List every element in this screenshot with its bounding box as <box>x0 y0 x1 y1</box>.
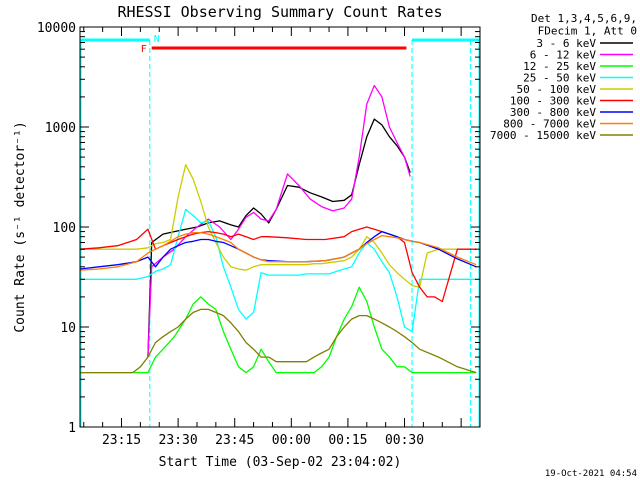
night-bar <box>80 38 150 42</box>
x-axis-label: Start Time (03-Sep-02 23:04:02) <box>159 455 402 470</box>
y-tick-label: 10 <box>60 321 76 336</box>
series-group <box>79 84 477 374</box>
legend-entry-label: 25 - 50 keV <box>523 72 596 85</box>
x-tick-label: 00:30 <box>385 433 424 448</box>
y-axis-label: Count Rate (s⁻¹ detector⁻¹) <box>13 121 28 332</box>
flare-flag-label: F <box>141 44 147 55</box>
y-tick-label: 10000 <box>37 21 76 36</box>
legend-entry-label: 800 - 7000 keV <box>503 118 596 131</box>
flag-annotations: NF <box>141 34 407 55</box>
night-flag-label: N <box>154 34 160 45</box>
series-line-3 <box>80 286 477 374</box>
legend-entry-label: 100 - 300 keV <box>510 95 596 108</box>
legend: Det 1,3,4,5,6,9,FDecim 1, Att 03 - 6 keV… <box>490 12 637 142</box>
series-line-4 <box>80 208 477 333</box>
x-tick-label: 00:15 <box>328 433 367 448</box>
axes: 1 10 100 1000 10000 23:15 23:30 23:45 00:00 00:15… <box>37 21 481 448</box>
series-line-9 <box>80 308 477 374</box>
series-line-1 <box>147 118 411 358</box>
y-tick-label: 1 <box>68 421 76 436</box>
legend-header: FDecim 1, Att 0 <box>538 25 637 38</box>
legend-entry-label: 12 - 25 keV <box>523 60 596 73</box>
series-line-2 <box>147 84 411 358</box>
chart-title: RHESSI Observing Summary Count Rates <box>117 3 442 21</box>
x-tick-label: 23:30 <box>159 433 198 448</box>
series-line-5 <box>80 164 477 288</box>
legend-entry-label: 7000 - 15000 keV <box>490 129 596 142</box>
y-tick-label: 1000 <box>45 121 76 136</box>
x-tick-label: 23:45 <box>215 433 254 448</box>
footer-timestamp: 19-Oct-2021 04:54 <box>545 469 637 479</box>
legend-entry-label: 3 - 6 keV <box>536 37 596 50</box>
x-tick-label: 00:00 <box>272 433 311 448</box>
legend-header: Det 1,3,4,5,6,9, <box>531 12 637 25</box>
y-tick-label: 100 <box>53 221 76 236</box>
legend-entry-label: 300 - 800 keV <box>510 106 596 119</box>
x-tick-label: 23:15 <box>102 433 141 448</box>
series-line-8 <box>79 231 477 271</box>
legend-entry-label: 6 - 12 keV <box>530 49 597 62</box>
legend-entry-label: 50 - 100 keV <box>517 83 597 96</box>
flare-bar <box>151 46 407 50</box>
night-flags <box>80 38 480 427</box>
night-bar <box>412 38 480 42</box>
